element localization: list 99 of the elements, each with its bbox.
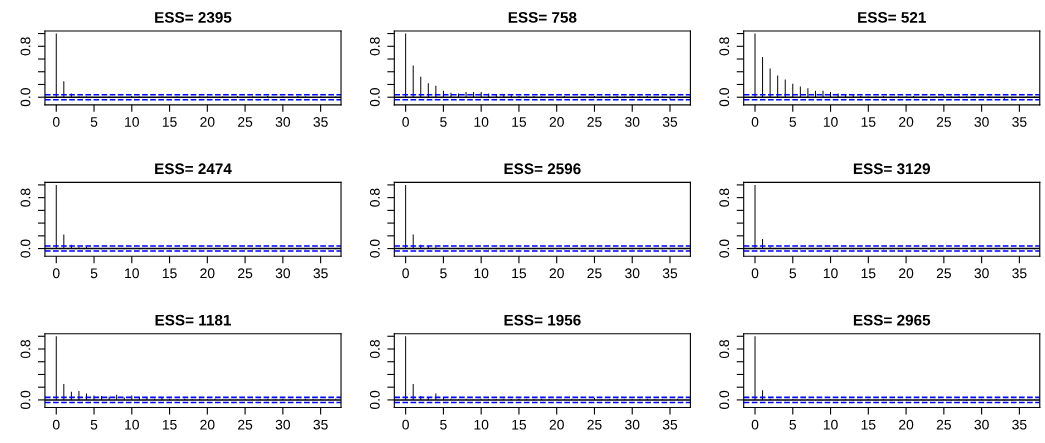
x-tick-label: 35 xyxy=(662,117,678,127)
y-tick-label: 0.0 xyxy=(719,390,730,410)
x-tick-label: 15 xyxy=(861,117,876,127)
x-tick-label: 5 xyxy=(789,268,797,279)
x-tick-label: 30 xyxy=(275,117,291,127)
x-tick-label: 5 xyxy=(789,419,797,430)
x-tick-label: 10 xyxy=(823,117,838,127)
x-tick-label: 20 xyxy=(899,117,914,127)
y-tick-label: 0.0 xyxy=(719,239,730,258)
x-tick-label: 10 xyxy=(474,117,489,127)
x-tick-label: 30 xyxy=(275,268,291,279)
chart-title: ESS= 1181 xyxy=(155,314,231,326)
y-tick-label: 0.8 xyxy=(719,188,730,207)
x-tick-label: 35 xyxy=(662,419,678,430)
x-tick-label: 25 xyxy=(238,117,253,127)
x-tick-label: 25 xyxy=(587,419,602,430)
x-tick-label: 25 xyxy=(936,117,951,127)
x-tick-label: 20 xyxy=(899,419,914,430)
x-tick-label: 15 xyxy=(162,117,177,127)
x-tick-label: 35 xyxy=(313,117,328,127)
y-tick-label: 0.8 xyxy=(719,37,730,56)
x-tick-label: 10 xyxy=(474,419,489,430)
x-tick-label: 15 xyxy=(512,419,527,430)
x-tick-label: 0 xyxy=(751,268,759,279)
chart-title: ESS= 2596 xyxy=(504,163,581,175)
x-tick-label: 5 xyxy=(440,117,447,127)
y-tick-label: 0.8 xyxy=(20,37,31,56)
x-tick-label: 20 xyxy=(549,268,564,279)
x-tick-label: 10 xyxy=(125,419,139,430)
x-tick-label: 20 xyxy=(200,268,215,279)
x-tick-label: 35 xyxy=(313,268,328,279)
x-tick-label: 5 xyxy=(440,268,447,279)
y-tick-label: 0.0 xyxy=(369,390,380,410)
x-tick-label: 35 xyxy=(1012,117,1027,127)
x-tick-label: 35 xyxy=(1012,268,1027,279)
x-tick-label: 5 xyxy=(90,268,98,279)
chart-title: ESS= 2474 xyxy=(155,163,232,175)
x-tick-label: 15 xyxy=(512,117,527,127)
x-tick-label: 20 xyxy=(549,419,564,430)
x-tick-label: 10 xyxy=(125,117,139,127)
x-tick-label: 20 xyxy=(899,268,914,279)
x-tick-label: 25 xyxy=(936,268,951,279)
y-tick-label: 0.8 xyxy=(20,188,31,207)
chart-title: ESS= 3129 xyxy=(853,163,931,175)
x-tick-label: 0 xyxy=(52,117,60,127)
x-tick-label: 5 xyxy=(90,117,98,127)
x-tick-label: 0 xyxy=(751,117,759,127)
x-tick-label: 20 xyxy=(549,117,564,127)
x-tick-label: 15 xyxy=(162,268,177,279)
x-tick-label: 25 xyxy=(238,268,253,279)
x-tick-label: 15 xyxy=(861,419,876,430)
chart-title: ESS= 758 xyxy=(508,12,577,23)
x-tick-label: 15 xyxy=(861,268,876,279)
x-tick-label: 25 xyxy=(587,117,602,127)
x-tick-label: 30 xyxy=(974,419,989,430)
x-tick-label: 10 xyxy=(823,419,838,430)
chart-title: ESS= 1956 xyxy=(504,314,581,326)
x-tick-label: 30 xyxy=(275,419,291,430)
x-tick-label: 0 xyxy=(402,268,409,279)
x-tick-label: 20 xyxy=(200,419,215,430)
x-tick-label: 0 xyxy=(402,419,409,430)
y-tick-label: 0.0 xyxy=(369,88,380,107)
x-tick-label: 10 xyxy=(474,268,489,279)
y-tick-label: 0.8 xyxy=(719,339,730,359)
x-tick-label: 5 xyxy=(789,117,797,127)
y-tick-label: 0.0 xyxy=(369,239,380,258)
y-tick-label: 0.0 xyxy=(20,390,31,410)
x-tick-label: 15 xyxy=(512,268,527,279)
x-tick-label: 30 xyxy=(625,117,640,127)
y-tick-label: 0.0 xyxy=(719,88,730,107)
x-tick-label: 5 xyxy=(440,419,447,430)
x-tick-label: 0 xyxy=(52,268,60,279)
x-tick-label: 25 xyxy=(238,419,253,430)
x-tick-label: 35 xyxy=(313,419,328,430)
x-tick-label: 20 xyxy=(200,117,215,127)
y-tick-label: 0.8 xyxy=(369,339,380,359)
y-tick-label: 0.0 xyxy=(20,88,31,107)
x-tick-label: 30 xyxy=(625,419,640,430)
y-tick-label: 0.8 xyxy=(369,37,380,56)
y-tick-label: 0.8 xyxy=(369,188,380,207)
chart-title: ESS= 521 xyxy=(858,12,926,23)
x-tick-label: 30 xyxy=(974,268,989,279)
x-tick-label: 0 xyxy=(52,419,60,430)
chart-title: ESS= 2965 xyxy=(853,314,931,326)
x-tick-label: 35 xyxy=(662,268,678,279)
x-tick-label: 25 xyxy=(936,419,951,430)
x-tick-label: 10 xyxy=(823,268,838,279)
x-tick-label: 15 xyxy=(162,419,177,430)
x-tick-label: 30 xyxy=(974,117,989,127)
x-tick-label: 35 xyxy=(1012,419,1027,430)
x-tick-label: 25 xyxy=(587,268,602,279)
chart-title: ESS= 2395 xyxy=(155,12,232,23)
y-tick-label: 0.8 xyxy=(20,339,31,359)
x-tick-label: 0 xyxy=(402,117,409,127)
x-tick-label: 0 xyxy=(751,419,759,430)
x-tick-label: 5 xyxy=(90,419,98,430)
x-tick-label: 10 xyxy=(125,268,139,279)
x-tick-label: 30 xyxy=(625,268,640,279)
y-tick-label: 0.0 xyxy=(20,239,31,258)
